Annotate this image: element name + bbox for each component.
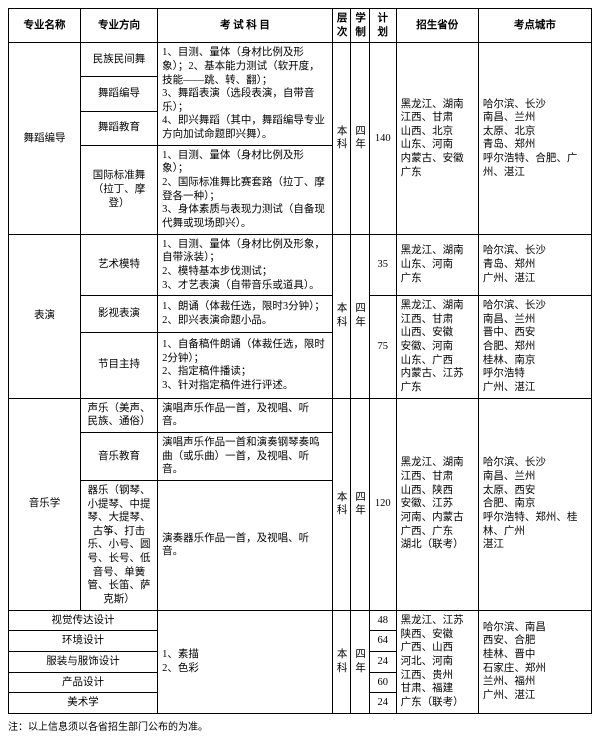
- major-7: 音乐学: [9, 398, 81, 610]
- cities-4: 哈尔滨、长沙青岛、郑州广州、湛江: [478, 234, 591, 296]
- subjects-5: 1、朗诵（体裁任选，限时3分钟）；2、即兴表演命题小品。: [158, 296, 333, 333]
- major-11: 环境设计: [9, 631, 158, 652]
- subjects-10: 1、素描2、色彩: [158, 610, 333, 713]
- provinces-5: 黑龙江、湖南江西、甘肃山西、安徽安徽、河南山东、广西内蒙古、江苏广东: [396, 296, 478, 398]
- direction-0: 民族民间舞: [80, 43, 157, 77]
- header-provinces: 招生省份: [396, 9, 478, 43]
- direction-6: 节目主持: [80, 332, 157, 398]
- level-7: 本科: [332, 398, 351, 610]
- direction-4: 艺术模特: [80, 234, 157, 296]
- plan-14: 24: [369, 693, 396, 714]
- provinces-10: 黑龙江、江苏陕西、安徽广西、山西河北、河南江西、贵州甘肃、福建广东（联考）: [396, 610, 478, 713]
- major-4: 表演: [9, 234, 81, 398]
- header-direction: 专业方向: [80, 9, 157, 43]
- duration-7: 四年: [351, 398, 370, 610]
- header-cities: 考点城市: [478, 9, 591, 43]
- major-12: 服装与服饰设计: [9, 651, 158, 672]
- direction-3: 国际标准舞（拉丁、摩登）: [80, 145, 157, 234]
- header-duration: 学制: [351, 9, 370, 43]
- plan-10: 48: [369, 610, 396, 631]
- subjects-9: 演奏器乐作品一首，及视唱、听音。: [158, 480, 333, 610]
- major-13: 产品设计: [9, 672, 158, 693]
- header-level: 层次: [332, 9, 351, 43]
- cities-5: 哈尔滨、长沙南昌、兰州晋中、西安合肥、郑州桂林、南京呼尔浩特广州、湛江: [478, 296, 591, 398]
- plan-5: 75: [369, 296, 396, 398]
- plan-11: 64: [369, 631, 396, 652]
- plan-13: 60: [369, 672, 396, 693]
- major-0: 舞蹈编导: [9, 43, 81, 234]
- provinces-0: 黑龙江、湖南江西、甘肃山西、北京山东、河南内蒙古、安徽广东: [396, 43, 478, 234]
- major-14: 美术学: [9, 693, 158, 714]
- direction-7: 声乐（美声、民族、通俗）: [80, 398, 157, 432]
- major-10: 视觉传达设计: [9, 610, 158, 631]
- duration-4: 四年: [351, 234, 370, 398]
- subjects-8: 演唱声乐作品一首和演奏钢琴奏鸣曲（或乐曲）一首，及视唱、听音。: [158, 432, 333, 480]
- direction-8: 音乐教育: [80, 432, 157, 480]
- direction-5: 影视表演: [80, 296, 157, 333]
- level-0: 本科: [332, 43, 351, 234]
- cities-10: 哈尔滨、南昌西安、合肥桂林、晋中石家庄、郑州兰州、福州广州、湛江: [478, 610, 591, 713]
- direction-2: 舞蹈教育: [80, 111, 157, 145]
- cities-7: 哈尔滨、长沙南昌、兰州太原、西安合肥、南京呼尔浩特、郑州、桂林、广州湛江: [478, 398, 591, 610]
- header-major: 专业名称: [9, 9, 81, 43]
- provinces-4: 黑龙江、湖南山东、河南广东: [396, 234, 478, 296]
- subjects-7: 演唱声乐作品一首，及视唱、听音。: [158, 398, 333, 432]
- plan-0: 140: [369, 43, 396, 234]
- direction-9: 器乐（钢琴、小提琴、中提琴、大提琴、古筝、打击乐、小号、圆号、长号、低音号、单簧…: [80, 480, 157, 610]
- subjects-0: 1、目测、量体（身材比例及形象）；2、基本能力测试（软开度，技能――跳、转、翻）…: [158, 43, 333, 145]
- footnote: 注：以上信息须以各省招生部门公布的为准。: [8, 718, 592, 733]
- subjects-3: 1、目测、量体（身材比例及形象）；2、国际标准舞比赛套路（拉丁、摩登各一种）；3…: [158, 145, 333, 234]
- level-10: 本科: [332, 610, 351, 713]
- subjects-4: 1、目测、量体（身材比例及形象，自带泳装）；2、模特基本步伐测试；3、才艺表演（…: [158, 234, 333, 296]
- header-subjects: 考 试 科 目: [158, 9, 333, 43]
- duration-0: 四年: [351, 43, 370, 234]
- level-4: 本科: [332, 234, 351, 398]
- plan-12: 24: [369, 651, 396, 672]
- plan-4: 35: [369, 234, 396, 296]
- provinces-7: 黑龙江、湖南江西、甘肃山西、陕西安徽、江苏河南、内蒙古广西、广东湖北（联考）: [396, 398, 478, 610]
- header-plan: 计划: [369, 9, 396, 43]
- duration-10: 四年: [351, 610, 370, 713]
- direction-1: 舞蹈编导: [80, 77, 157, 111]
- cities-0: 哈尔滨、长沙南昌、兰州太原、北京青岛、郑州呼尔浩特、合肥、广州、湛江: [478, 43, 591, 234]
- plan-7: 120: [369, 398, 396, 610]
- subjects-6: 1、自备稿件朗诵（体裁任选，限时2分钟）；2、指定稿件播读；3、针对指定稿件进行…: [158, 332, 333, 398]
